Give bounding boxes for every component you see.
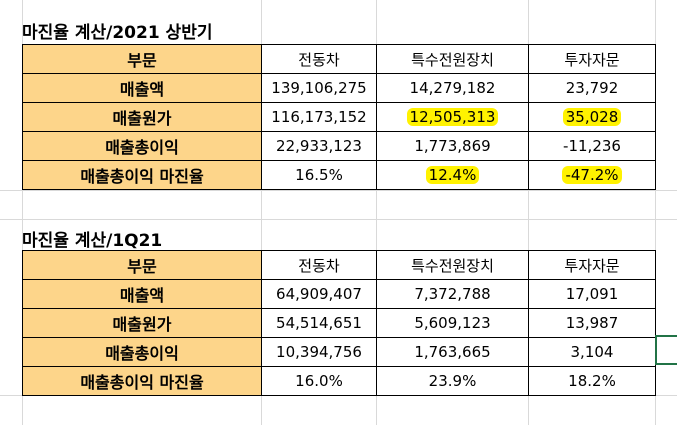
section-title-h1-2021: 마진율 계산/2021 상반기 (22, 23, 213, 43)
value-cell[interactable]: 54,514,651 (261, 308, 377, 338)
value-cell[interactable]: 13,987 (528, 308, 656, 338)
grid-row-line (0, 190, 677, 191)
highlighted-value: 35,028 (562, 108, 622, 126)
grid-col-line (655, 0, 656, 425)
header-cell-investment[interactable]: 투자자문 (528, 44, 656, 74)
header-cell-electric-train[interactable]: 전동차 (261, 250, 377, 280)
row-label-revenue[interactable]: 매출액 (22, 73, 262, 103)
table-header-row: 부문 전동차 특수전원장치 투자자문 (22, 44, 656, 74)
header-cell-electric-train[interactable]: 전동차 (261, 44, 377, 74)
highlighted-value: 12.4% (425, 166, 480, 184)
value-cell[interactable]: 23.9% (376, 366, 529, 396)
table-row: 매출원가 116,173,152 12,505,313 35,028 (22, 102, 656, 132)
grid-col-line (528, 0, 529, 425)
value-cell[interactable]: 18.2% (528, 366, 656, 396)
value-cell[interactable]: 23,792 (528, 73, 656, 103)
table-row: 매출액 64,909,407 7,372,788 17,091 (22, 279, 656, 309)
margin-table-h1-2021: 부문 전동차 특수전원장치 투자자문 매출액 139,106,275 14,27… (22, 44, 656, 190)
row-label-gross-profit[interactable]: 매출총이익 (22, 131, 262, 161)
margin-table-1q21: 부문 전동차 특수전원장치 투자자문 매출액 64,909,407 7,372,… (22, 250, 656, 396)
header-cell-special-power[interactable]: 특수전원장치 (376, 44, 529, 74)
table-row: 매출총이익 10,394,756 1,763,665 3,104 (22, 337, 656, 367)
value-cell[interactable]: 64,909,407 (261, 279, 377, 309)
value-cell[interactable]: 139,106,275 (261, 73, 377, 103)
value-cell[interactable]: 16.5% (261, 160, 377, 190)
highlighted-value: 12,505,313 (406, 108, 499, 126)
table-row: 매출원가 54,514,651 5,609,123 13,987 (22, 308, 656, 338)
value-cell[interactable]: 116,173,152 (261, 102, 377, 132)
header-cell-special-power[interactable]: 특수전원장치 (376, 250, 529, 280)
table-header-row: 부문 전동차 특수전원장치 투자자문 (22, 250, 656, 280)
grid-row-line (0, 395, 677, 396)
grid-col-line (376, 0, 377, 425)
row-label-revenue[interactable]: 매출액 (22, 279, 262, 309)
table-row: 매출총이익 마진율 16.0% 23.9% 18.2% (22, 366, 656, 396)
row-label-cogs[interactable]: 매출원가 (22, 308, 262, 338)
value-cell[interactable]: 12.4% (376, 160, 529, 190)
value-cell[interactable]: 35,028 (528, 102, 656, 132)
active-cell-selection[interactable] (655, 335, 677, 365)
row-label-gross-margin[interactable]: 매출총이익 마진율 (22, 160, 262, 190)
row-label-gross-margin[interactable]: 매출총이익 마진율 (22, 366, 262, 396)
table-row: 매출총이익 22,933,123 1,773,869 -11,236 (22, 131, 656, 161)
table-row: 매출액 139,106,275 14,279,182 23,792 (22, 73, 656, 103)
highlighted-value: -47.2% (562, 166, 622, 184)
grid-col-line (261, 0, 262, 425)
value-cell[interactable]: 16.0% (261, 366, 377, 396)
header-cell-investment[interactable]: 투자자문 (528, 250, 656, 280)
value-cell[interactable]: 1,763,665 (376, 337, 529, 367)
value-cell[interactable]: 1,773,869 (376, 131, 529, 161)
value-cell[interactable]: 14,279,182 (376, 73, 529, 103)
value-cell[interactable]: 5,609,123 (376, 308, 529, 338)
value-cell[interactable]: 10,394,756 (261, 337, 377, 367)
value-cell[interactable]: 3,104 (528, 337, 656, 367)
value-cell[interactable]: 22,933,123 (261, 131, 377, 161)
header-cell-segment[interactable]: 부문 (22, 44, 262, 74)
value-cell[interactable]: 17,091 (528, 279, 656, 309)
value-cell[interactable]: -11,236 (528, 131, 656, 161)
grid-row-line (0, 219, 677, 220)
row-label-gross-profit[interactable]: 매출총이익 (22, 337, 262, 367)
row-label-cogs[interactable]: 매출원가 (22, 102, 262, 132)
header-cell-segment[interactable]: 부문 (22, 250, 262, 280)
value-cell[interactable]: 12,505,313 (376, 102, 529, 132)
section-title-1q21: 마진율 계산/1Q21 (22, 231, 163, 251)
value-cell[interactable]: 7,372,788 (376, 279, 529, 309)
value-cell[interactable]: -47.2% (528, 160, 656, 190)
grid-col-line (22, 0, 23, 425)
table-row: 매출총이익 마진율 16.5% 12.4% -47.2% (22, 160, 656, 190)
